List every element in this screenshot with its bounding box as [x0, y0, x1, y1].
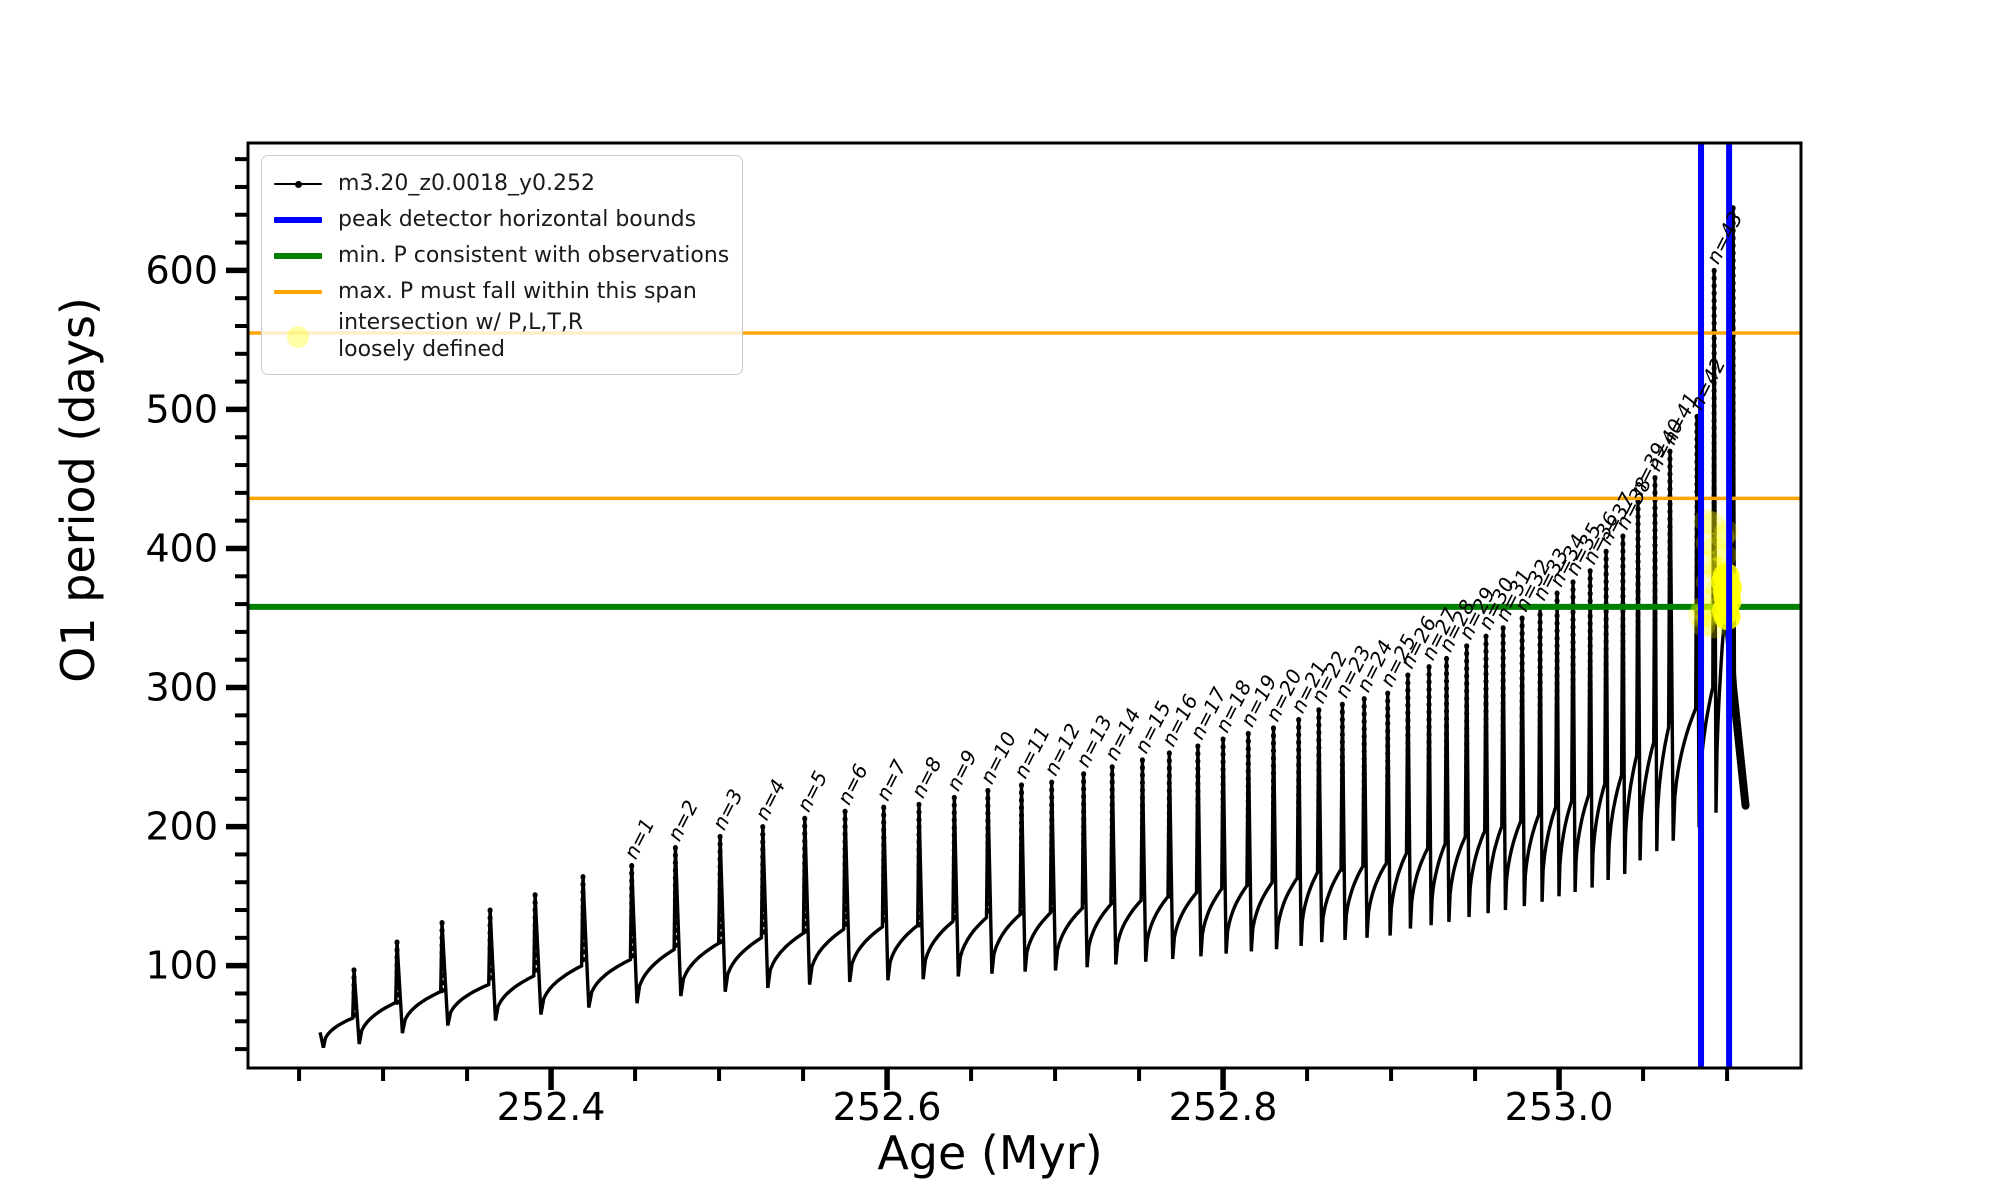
- y-tick-label: 300: [145, 666, 218, 710]
- x-tick-label: 252.4: [497, 1085, 606, 1129]
- spike-annotation: n=7: [871, 756, 912, 805]
- intersection-scatter-point: [1702, 536, 1727, 561]
- y-tick-label: 600: [145, 248, 218, 292]
- legend-item-intersection: intersection w/ P,L,T,R loosely defined: [274, 310, 730, 364]
- green-line-icon: [274, 253, 322, 259]
- spike-annotation: n=1: [619, 814, 660, 862]
- legend-label-peak-bounds: peak detector horizontal bounds: [338, 206, 697, 232]
- x-tick-label: 253.0: [1505, 1085, 1614, 1129]
- legend-item-track: m3.20_z0.0018_y0.252: [274, 166, 730, 202]
- legend-label-max-p: max. P must fall within this span: [338, 278, 697, 304]
- x-tick-label: 252.6: [833, 1085, 942, 1129]
- intersection-scatter-point: [1700, 511, 1725, 536]
- legend-label-track: m3.20_z0.0018_y0.252: [338, 170, 595, 196]
- y-tick-label: 400: [145, 526, 218, 570]
- x-tick-label: 252.8: [1169, 1085, 1278, 1129]
- spike-annotation: n=8: [906, 753, 947, 801]
- y-tick-label: 500: [145, 387, 218, 431]
- legend-item-min-p: min. P consistent with observations: [274, 238, 730, 274]
- spike-annotation: n=6: [832, 760, 873, 808]
- blue-line-icon: [274, 217, 322, 223]
- x-axis-label: Age (Myr): [877, 1126, 1103, 1180]
- legend-item-max-p: max. P must fall within this span: [274, 274, 730, 310]
- y-axis-label: O1 period (days): [51, 297, 105, 683]
- spike-annotation: n=42: [1684, 354, 1730, 414]
- black-line-dot-marker-icon: [274, 180, 322, 188]
- spike-annotation: n=2: [662, 796, 703, 844]
- legend-label-intersection: intersection w/ P,L,T,R loosely defined: [338, 310, 584, 362]
- legend: m3.20_z0.0018_y0.252 peak detector horiz…: [261, 155, 743, 375]
- spike-annotation: n=3: [707, 785, 748, 833]
- spike-annotation: n=9: [941, 746, 982, 794]
- orange-line-icon: [274, 290, 322, 294]
- legend-item-peak-bounds: peak detector horizontal bounds: [274, 202, 730, 238]
- spike-annotation: n=4: [750, 775, 791, 823]
- y-tick-label: 200: [145, 805, 218, 849]
- legend-label-min-p: min. P consistent with observations: [338, 242, 730, 268]
- y-tick-label: 100: [145, 944, 218, 988]
- spike-annotation: n=5: [792, 767, 833, 815]
- spike-annotation: n=43: [1701, 208, 1747, 268]
- yellow-dot-marker-icon: [274, 325, 322, 348]
